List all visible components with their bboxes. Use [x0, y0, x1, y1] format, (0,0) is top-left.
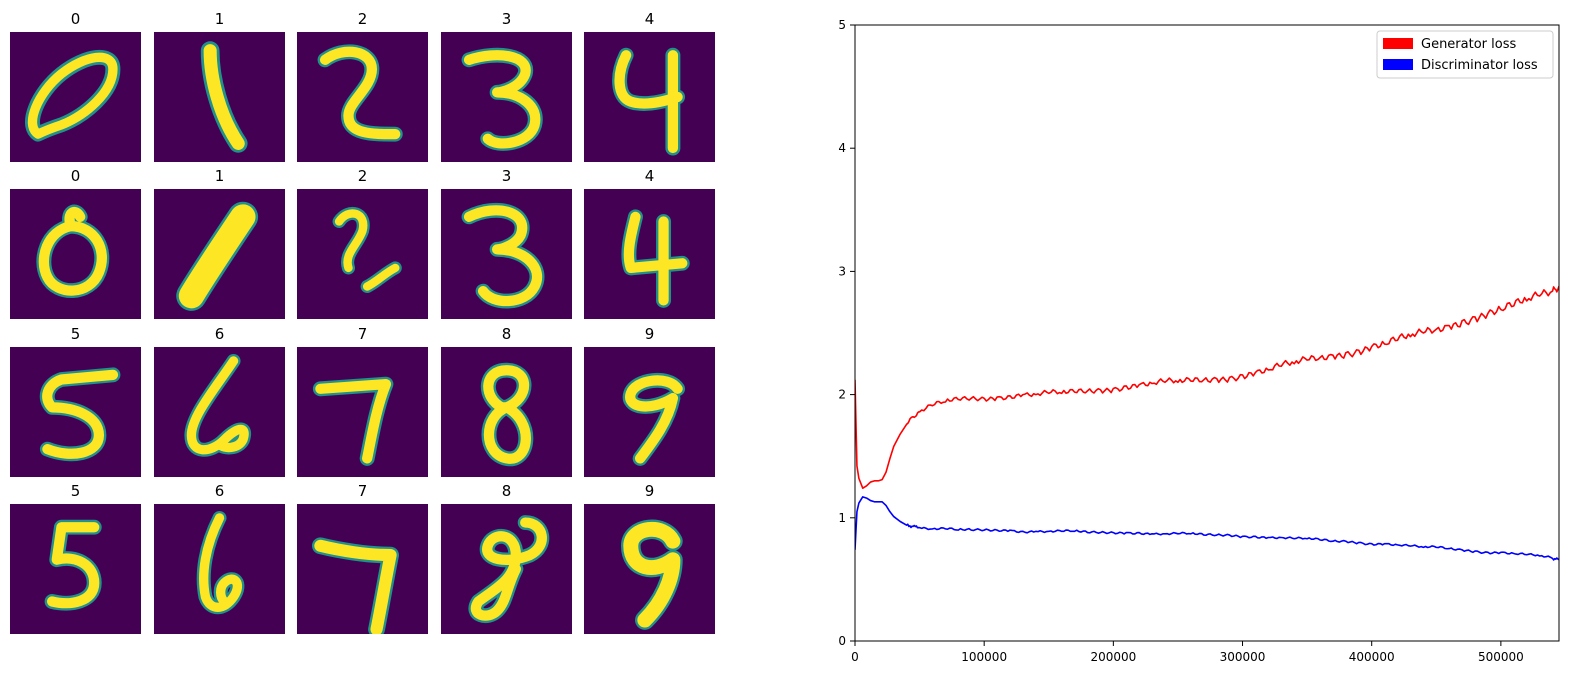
x-tick-label: 500000 — [1478, 650, 1524, 664]
digit-image — [154, 32, 285, 162]
loss-chart-svg: 0 100000 200000 300000 400000 500000 0 1 2 3 4 5 G… — [838, 18, 1560, 664]
digit-image — [441, 32, 572, 162]
digit-image — [154, 347, 285, 477]
digit-cell-title: 6 — [214, 482, 225, 500]
x-tick-label: 0 — [851, 650, 859, 664]
x-tick-label: 100000 — [961, 650, 1007, 664]
legend-label-discriminator: Discriminator loss — [1421, 58, 1538, 73]
digit-image — [10, 347, 141, 477]
generator-loss-line — [855, 285, 1559, 490]
digit-image — [154, 504, 285, 634]
y-tick-label: 4 — [838, 141, 846, 155]
digit-cell-title: 3 — [501, 167, 512, 185]
legend-swatch-discriminator — [1383, 59, 1413, 70]
legend-label-generator: Generator loss — [1421, 37, 1516, 52]
digit-image — [297, 347, 428, 477]
digit-cell-title: 4 — [644, 10, 655, 28]
digit-cell-title: 4 — [644, 167, 655, 185]
digit-cell-title: 9 — [644, 325, 655, 343]
digit-cell-title: 2 — [357, 167, 368, 185]
legend-swatch-generator — [1383, 38, 1413, 49]
chart-legend: Generator loss Discriminator loss — [1376, 30, 1554, 79]
digit-cell-title: 0 — [70, 10, 81, 28]
digit-image — [584, 347, 715, 477]
digit-cell-title: 5 — [70, 325, 81, 343]
digit-image — [584, 32, 715, 162]
loss-chart: 0 100000 200000 300000 400000 500000 0 1 2 3 4 5 G… — [780, 0, 1569, 675]
digit-cell-title: 8 — [501, 482, 512, 500]
digit-image — [441, 189, 572, 319]
digit-cell-title: 9 — [644, 482, 655, 500]
digit-image — [441, 347, 572, 477]
digit-cell-title: 6 — [214, 325, 225, 343]
digit-image — [297, 189, 428, 319]
y-tick-label: 1 — [838, 511, 846, 525]
y-tick-label: 0 — [838, 634, 846, 648]
digit-image — [297, 32, 428, 162]
digit-image — [10, 504, 141, 634]
y-tick-label: 5 — [838, 18, 846, 32]
digit-image — [10, 32, 141, 162]
digit-cell-title: 5 — [70, 482, 81, 500]
x-tick-label: 300000 — [1220, 650, 1266, 664]
digit-cell-title: 0 — [70, 167, 81, 185]
digit-cell-title: 7 — [357, 325, 368, 343]
y-tick-label: 2 — [838, 388, 846, 402]
digit-image — [10, 189, 141, 319]
x-tick-label: 400000 — [1349, 650, 1395, 664]
digit-cell-title: 8 — [501, 325, 512, 343]
digit-image — [297, 504, 428, 634]
digit-image — [584, 504, 715, 634]
digit-cell-title: 1 — [214, 167, 225, 185]
digit-cell-title: 3 — [501, 10, 512, 28]
digit-cell-title: 2 — [357, 10, 368, 28]
discriminator-loss-line — [855, 496, 1559, 561]
plot-frame — [854, 24, 1560, 642]
digit-image — [154, 189, 285, 319]
digit-image — [441, 504, 572, 634]
y-tick-label: 3 — [838, 264, 846, 278]
digit-image — [584, 189, 715, 319]
digit-sample-grid: 0 1 2 3 — [0, 0, 730, 675]
digit-cell-title: 1 — [214, 10, 225, 28]
x-tick-label: 200000 — [1090, 650, 1136, 664]
digit-cell-title: 7 — [357, 482, 368, 500]
legend-box — [1376, 30, 1554, 79]
